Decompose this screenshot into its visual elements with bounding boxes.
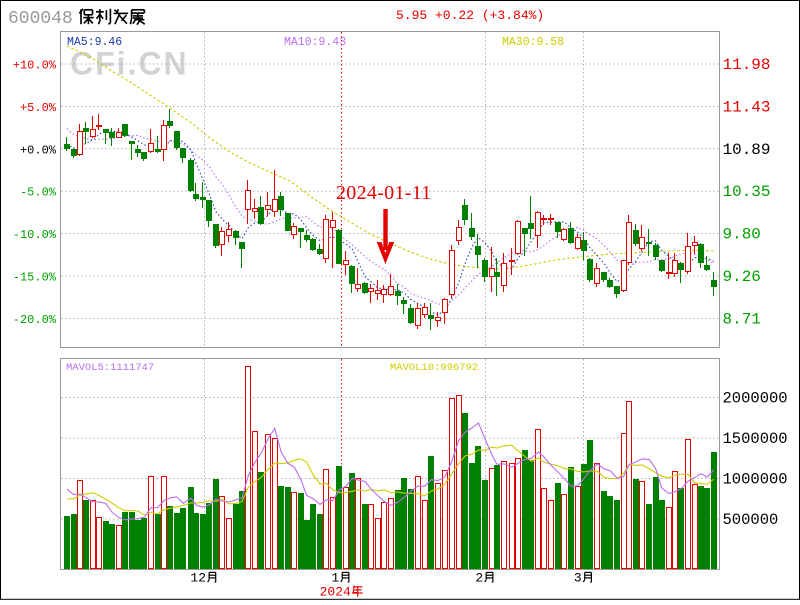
svg-text:-20.0%: -20.0% [13,313,57,327]
svg-text:-5.0%: -5.0% [20,186,57,200]
svg-text:2024: 2024 [320,585,351,600]
svg-text:9.80: 9.80 [723,226,761,244]
svg-text:11.43: 11.43 [723,98,771,116]
svg-text:MA5:9.46: MA5:9.46 [67,36,122,49]
svg-text:9.26: 9.26 [723,268,761,286]
svg-text:+5.0%: +5.0% [20,101,57,115]
svg-text:2024-01-11: 2024-01-11 [336,182,432,204]
svg-text:600048: 600048 [8,9,73,29]
svg-text:2000000: 2000000 [723,390,788,408]
svg-text:2: 2 [475,571,483,586]
svg-text:10.35: 10.35 [723,183,771,201]
svg-text:1500000: 1500000 [723,430,788,448]
svg-text:500000: 500000 [723,511,779,529]
svg-text:+10.0%: +10.0% [13,59,57,73]
svg-text:MAVOL5:1111747: MAVOL5:1111747 [66,362,154,374]
svg-text:MAVOL10:996792: MAVOL10:996792 [390,362,478,374]
svg-text:-10.0%: -10.0% [13,228,57,242]
svg-text:-15.0%: -15.0% [13,271,57,285]
svg-text:+0.0%: +0.0% [20,143,57,157]
svg-text:10.89: 10.89 [723,141,771,159]
svg-text:1000000: 1000000 [723,471,788,489]
svg-text:12: 12 [190,571,206,586]
svg-text:8.71: 8.71 [723,310,761,328]
svg-text:3: 3 [574,571,582,586]
svg-text:5.95 +0.22 (+3.84%): 5.95 +0.22 (+3.84%) [396,8,544,23]
svg-text:1: 1 [331,571,339,586]
svg-text:11.98: 11.98 [723,56,771,74]
svg-text:MA10:9.43: MA10:9.43 [284,36,346,49]
svg-text:MA30:9.58: MA30:9.58 [502,36,564,49]
